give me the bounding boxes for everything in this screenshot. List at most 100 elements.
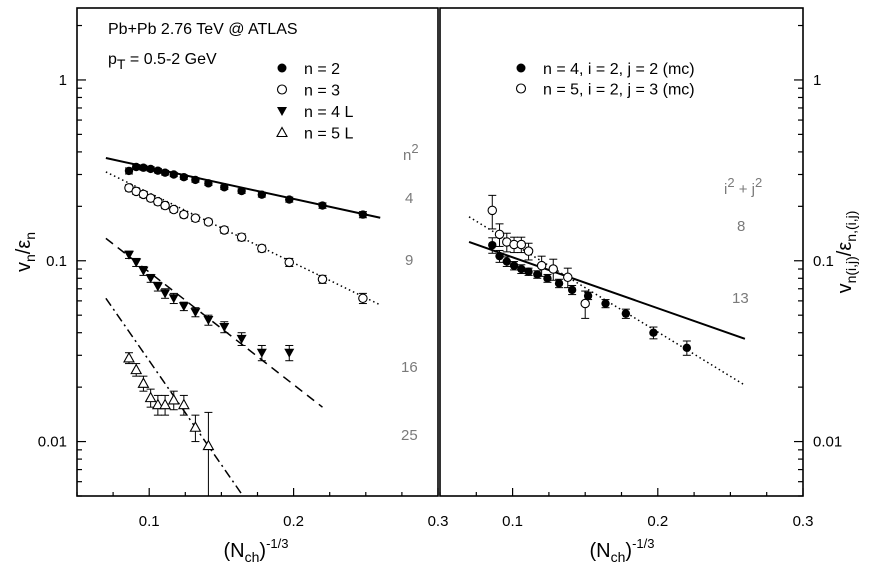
data-point: [130, 363, 143, 375]
data-point: [179, 172, 189, 182]
legend-marker: [277, 107, 287, 116]
data-point: [517, 264, 526, 274]
data-point: [169, 170, 178, 179]
data-point: [179, 209, 189, 220]
left-x-axis-label: (Nch)-1/3: [224, 536, 289, 565]
data-point: [220, 183, 229, 192]
data-point: [257, 190, 267, 199]
data-point: [257, 243, 267, 254]
right-y-axis-label: vn(i,j)/εn,(i,j): [834, 211, 859, 294]
data-point: [190, 308, 201, 318]
legend-marker: [276, 84, 288, 95]
data-point: [317, 274, 328, 285]
data-point: [167, 393, 180, 405]
data-point: [548, 264, 559, 274]
data-point: [219, 225, 230, 235]
data-point: [144, 391, 157, 403]
annotation-n-squared-header: n2: [403, 141, 419, 164]
chart-title: Pb+Pb 2.76 TeV @ ATLAS: [108, 21, 298, 38]
left-y-axis-label: vn/εn: [13, 232, 38, 272]
annotation-i2j2-value-13: 13: [732, 290, 749, 307]
y-tick-label: 0.1: [813, 253, 834, 270]
left-legend: n = 2 n = 3 n = 4 L n = 5 L: [276, 61, 353, 143]
legend-marker: [276, 126, 288, 138]
data-point: [358, 210, 368, 219]
data-point: [284, 348, 295, 358]
data-point: [138, 189, 149, 200]
data-point: [524, 267, 533, 276]
data-point: [153, 197, 163, 207]
legend-label: n = 3: [304, 83, 340, 100]
legend-marker: [277, 63, 287, 73]
x-tick-label: 0.1: [139, 513, 160, 530]
data-point: [563, 272, 573, 283]
annotation-i2j2-value-8: 8: [737, 218, 745, 235]
x-tick-label: 0.1: [502, 513, 523, 530]
annotation-n3-value: 9: [405, 252, 413, 269]
data-point: [159, 398, 172, 410]
left-fit-lines: [105, 157, 381, 496]
data-point: [601, 299, 610, 308]
data-point: [151, 398, 164, 410]
data-point: [523, 246, 534, 256]
x-tick-label: 0.2: [647, 513, 668, 530]
right-legend: n = 4, i = 2, j = 2 (mc) n = 5, i = 2, j …: [515, 61, 695, 99]
annotation-i2j2-header: i2 + j2: [724, 175, 762, 198]
data-point: [509, 261, 519, 270]
data-point: [132, 162, 141, 172]
y-tick-label: 0.1: [46, 253, 67, 270]
panel-right: 0.1 0.2 0.3 0.01 0.1 1 n = 4, i = 2, j = 2 (m…: [439, 7, 859, 565]
data-point: [145, 274, 156, 284]
data-point: [191, 175, 200, 185]
data-point: [495, 251, 504, 261]
left-ticks: 0.1 0.2 0.3 0.01 0.1 1: [38, 24, 448, 530]
panel-left: 0.1 0.2 0.3 0.01 0.1 1 Pb+Pb 2.76 TeV @ ATLAS…: [13, 7, 448, 565]
data-point: [190, 213, 201, 223]
data-point: [502, 257, 511, 266]
data-point: [567, 285, 577, 295]
data-point: [219, 323, 230, 333]
data-point: [160, 200, 170, 211]
right-data-points: [487, 194, 692, 356]
data-point: [168, 294, 179, 304]
right-x-axis-label: (Nch)-1/3: [590, 536, 655, 565]
data-point: [554, 279, 564, 288]
data-point: [177, 398, 190, 410]
data-point: [682, 343, 692, 353]
data-point: [123, 250, 134, 260]
data-point: [236, 232, 247, 242]
data-point: [358, 293, 368, 304]
data-point: [146, 164, 155, 174]
data-point: [284, 257, 295, 268]
data-point: [153, 166, 163, 175]
chart-subtitle: pT = 0.5-2 GeV: [108, 51, 217, 72]
data-point: [160, 289, 171, 299]
data-point: [178, 302, 189, 312]
data-point: [494, 229, 505, 240]
data-point: [580, 298, 590, 309]
legend-label: n = 5 L: [304, 126, 353, 143]
data-point: [256, 348, 267, 358]
y-tick-label: 0.01: [38, 434, 67, 451]
data-point: [236, 334, 247, 344]
y-tick-label: 0.01: [813, 434, 842, 451]
data-point: [533, 270, 542, 279]
data-point: [137, 377, 150, 388]
data-point: [543, 274, 552, 283]
legend-marker: [516, 63, 526, 73]
data-point: [138, 266, 149, 276]
data-point: [123, 351, 135, 363]
data-point: [488, 240, 497, 250]
data-point: [160, 168, 170, 177]
data-point: [152, 282, 163, 292]
data-point: [583, 291, 593, 301]
data-point: [131, 258, 142, 268]
legend-label: n = 4, i = 2, j = 2 (mc): [543, 61, 695, 78]
data-point: [536, 260, 547, 271]
right-ticks: 0.1 0.2 0.3 0.01 0.1 1: [439, 24, 842, 530]
data-point: [204, 179, 213, 188]
legend-label: n = 2: [304, 61, 340, 78]
legend-marker: [515, 83, 527, 94]
data-point: [237, 186, 246, 196]
legend-label: n = 4 L: [304, 104, 353, 121]
